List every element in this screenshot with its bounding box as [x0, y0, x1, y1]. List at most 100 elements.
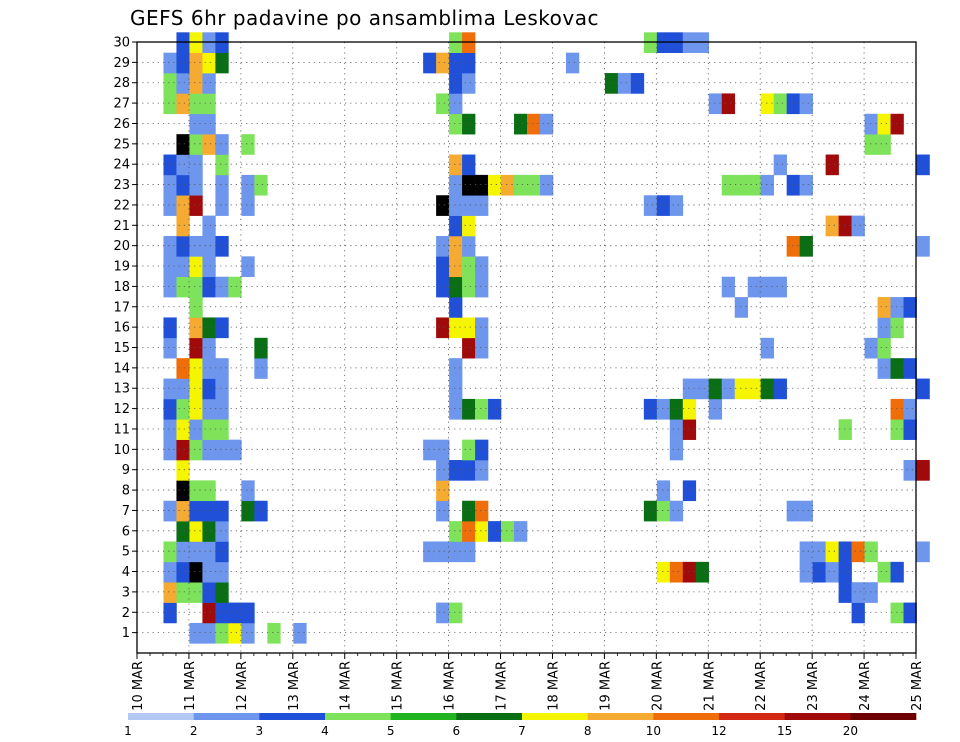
heatmap-cell: [734, 174, 749, 196]
heatmap-cell: [734, 378, 749, 400]
heatmap-cell: [176, 541, 190, 563]
heatmap-cell: [630, 73, 645, 94]
heatmap-cell: [189, 500, 203, 522]
heatmap-cell: [890, 561, 904, 583]
legend-swatch: [850, 713, 917, 720]
legend-swatch: [522, 713, 588, 720]
heatmap-cell: [436, 439, 450, 461]
heatmap-cell: [215, 521, 229, 542]
heatmap-cell: [877, 297, 891, 318]
heatmap-cell: [189, 52, 203, 74]
legend-label: 15: [777, 724, 792, 738]
heatmap-cell: [189, 93, 203, 115]
heatmap-cell: [643, 500, 658, 522]
heatmap-cell: [215, 622, 229, 644]
heatmap-cell: [176, 276, 190, 298]
heatmap-cell: [163, 378, 177, 400]
heatmap-cell: [189, 521, 203, 542]
heatmap-cell: [786, 174, 800, 196]
heatmap-cell: [890, 398, 904, 420]
heatmap-cell: [708, 378, 723, 400]
heatmap-cell: [449, 256, 463, 278]
heatmap-cell: [176, 52, 190, 74]
heatmap-cell: [488, 398, 502, 420]
y-tick-label: 28: [113, 76, 130, 91]
legend-label: 10: [646, 724, 661, 738]
legend-label: 3: [256, 724, 264, 738]
heatmap-cell: [163, 337, 177, 359]
heatmap-cell: [501, 521, 515, 542]
heatmap-cell: [539, 174, 554, 196]
heatmap-cell: [682, 419, 697, 440]
y-tick-label: 17: [113, 300, 130, 315]
heatmap-cell: [449, 358, 463, 379]
heatmap-cell: [539, 113, 554, 135]
heatmap-cell: [475, 256, 489, 278]
heatmap-cell: [189, 134, 203, 155]
heatmap-cell: [773, 276, 787, 298]
heatmap-cell: [176, 419, 190, 440]
heatmap-cell: [604, 73, 619, 94]
heatmap-cell: [864, 337, 878, 359]
heatmap-cell: [241, 256, 255, 278]
x-tick-label: 13 MAR: [287, 661, 302, 711]
heatmap-cell: [423, 541, 437, 563]
heatmap-cell: [228, 276, 242, 298]
heatmap-cell: [877, 113, 891, 135]
heatmap-cell: [202, 52, 216, 74]
heatmap-cell: [215, 419, 229, 440]
heatmap-cell: [202, 93, 216, 115]
heatmap-cell: [527, 113, 541, 135]
heatmap-cell: [189, 622, 203, 644]
heatmap-cell: [890, 113, 904, 135]
heatmap-cell: [189, 297, 203, 318]
heatmap-cell: [449, 317, 463, 339]
heatmap-cell: [721, 174, 736, 196]
heatmap-cell: [215, 378, 229, 400]
heatmap-cell: [176, 134, 190, 155]
heatmap-cell: [851, 215, 865, 237]
heatmap-cell: [903, 460, 917, 481]
x-tick-label: 21 MAR: [702, 661, 717, 711]
heatmap-cell: [903, 358, 917, 379]
heatmap-cell: [462, 317, 476, 339]
heatmap-cell: [163, 276, 177, 298]
heatmap-cell: [436, 541, 450, 563]
heatmap-cell: [202, 215, 216, 237]
heatmap-cell: [669, 561, 684, 583]
heatmap-cell: [643, 195, 658, 216]
heatmap-cell: [176, 256, 190, 278]
heatmap-cell: [189, 337, 203, 359]
y-tick-label: 14: [113, 361, 130, 376]
heatmap-cell: [462, 500, 476, 522]
heatmap-cell: [215, 276, 229, 298]
heatmap-cell: [449, 113, 463, 135]
heatmap-cell: [838, 582, 852, 603]
y-tick-label: 4: [122, 565, 130, 580]
heatmap-cell: [799, 174, 813, 196]
heatmap-cell: [215, 398, 229, 420]
heatmap-cell: [656, 500, 671, 522]
heatmap-cell: [475, 439, 489, 461]
heatmap-cell: [760, 378, 774, 400]
heatmap-cell: [851, 541, 865, 563]
heatmap-cell: [176, 561, 190, 583]
heatmap-cell: [163, 582, 177, 603]
heatmap-cell: [436, 460, 450, 481]
heatmap-cell: [916, 460, 930, 481]
heatmap-cell: [241, 134, 255, 155]
x-tick-label: 19 MAR: [598, 661, 613, 711]
heatmap-cell: [163, 73, 177, 94]
heatmap-cell: [734, 297, 749, 318]
heatmap-cell: [449, 297, 463, 318]
heatmap-cell: [514, 113, 528, 135]
legend-label: 8: [584, 724, 592, 738]
heatmap-cell: [189, 73, 203, 94]
heatmap-cell: [163, 541, 177, 563]
heatmap-cell: [462, 154, 476, 176]
legend-label: 12: [711, 724, 726, 738]
heatmap-cell: [423, 439, 437, 461]
x-tick-label: 14 MAR: [339, 661, 354, 711]
heatmap-cell: [903, 602, 917, 624]
heatmap-cell: [241, 480, 255, 502]
